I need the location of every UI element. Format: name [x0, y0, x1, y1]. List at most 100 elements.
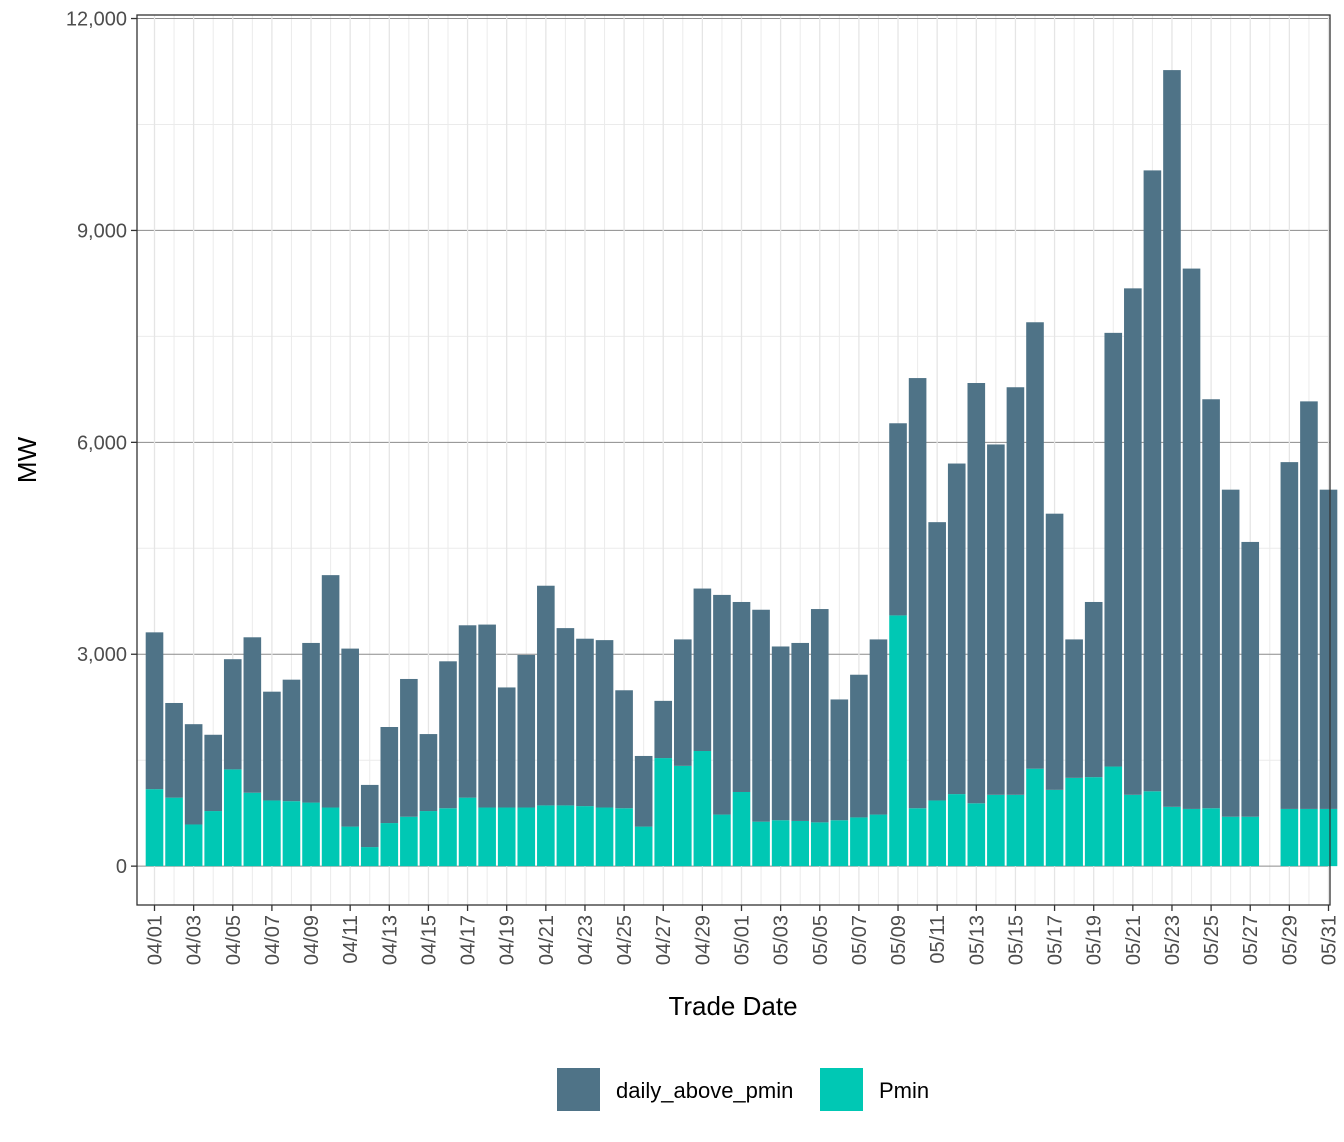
- x-tick-label: 05/09: [888, 915, 910, 965]
- bar-pmin: [791, 820, 810, 867]
- bar-daily-above-pmin: [1221, 489, 1240, 817]
- bar-pmin: [1124, 794, 1142, 867]
- legend-label-daily-above-pmin: daily_above_pmin: [616, 1078, 793, 1103]
- bar-pmin: [732, 791, 751, 867]
- bar-pmin: [889, 615, 907, 867]
- bar-daily-above-pmin: [634, 755, 653, 827]
- x-tick-label: 05/19: [1084, 915, 1106, 965]
- bar-daily-above-pmin: [223, 659, 242, 770]
- bar-pmin: [204, 811, 223, 867]
- bar-daily-above-pmin: [615, 690, 633, 809]
- bar-pmin: [869, 814, 888, 867]
- bar-daily-above-pmin: [419, 734, 438, 812]
- bar-daily-above-pmin: [1084, 601, 1103, 778]
- y-tick-label: 0: [116, 856, 127, 878]
- bar-daily-above-pmin: [673, 639, 692, 766]
- bar-pmin: [165, 797, 183, 867]
- bar-pmin: [1045, 789, 1064, 867]
- bar-pmin: [928, 800, 946, 867]
- bar-pmin: [360, 847, 379, 867]
- bar-pmin: [380, 823, 399, 867]
- y-axis-title: MW: [12, 436, 42, 483]
- bar-pmin: [1026, 768, 1044, 867]
- bar-daily-above-pmin: [360, 784, 379, 848]
- bar-daily-above-pmin: [282, 679, 301, 802]
- bar-daily-above-pmin: [928, 522, 946, 801]
- x-tick-label: 05/17: [1045, 915, 1067, 965]
- bar-daily-above-pmin: [556, 628, 575, 806]
- bar-pmin: [419, 811, 438, 867]
- bar-daily-above-pmin: [1182, 268, 1201, 809]
- y-tick-label: 3,000: [77, 644, 127, 666]
- bar-daily-above-pmin: [1104, 332, 1123, 767]
- bar-pmin: [1241, 816, 1260, 867]
- x-tick-label: 05/07: [849, 915, 871, 965]
- bar-daily-above-pmin: [517, 654, 536, 808]
- bar-pmin: [1300, 808, 1318, 867]
- bar-daily-above-pmin: [576, 638, 594, 807]
- x-tick-label: 04/29: [692, 915, 714, 965]
- bar-daily-above-pmin: [1163, 70, 1181, 807]
- x-axis-title: Trade Date: [668, 991, 797, 1021]
- bar-daily-above-pmin: [850, 674, 868, 818]
- bar-daily-above-pmin: [302, 642, 320, 803]
- bar-pmin: [263, 800, 281, 867]
- x-tick-label: 04/25: [614, 915, 636, 965]
- bar-pmin: [634, 826, 653, 867]
- bar-pmin: [1280, 808, 1299, 867]
- bar-pmin: [517, 807, 536, 867]
- x-tick-label: 05/21: [1123, 915, 1145, 965]
- bar-daily-above-pmin: [497, 687, 516, 808]
- bar-pmin: [673, 765, 692, 867]
- bar-daily-above-pmin: [771, 646, 790, 821]
- bar-pmin: [830, 820, 849, 867]
- legend: daily_above_pmin Pmin: [557, 1068, 929, 1111]
- bar-pmin: [302, 802, 320, 867]
- bar-pmin: [987, 794, 1005, 867]
- bar-daily-above-pmin: [458, 625, 477, 798]
- x-tick-label: 05/01: [732, 915, 754, 965]
- bar-pmin: [595, 807, 614, 867]
- legend-label-pmin: Pmin: [879, 1078, 929, 1103]
- bar-daily-above-pmin: [908, 378, 927, 809]
- bar-pmin: [967, 803, 986, 867]
- bar-daily-above-pmin: [889, 423, 907, 616]
- x-tick-label: 04/07: [262, 915, 284, 965]
- x-tick-label: 05/25: [1201, 915, 1223, 965]
- bar-daily-above-pmin: [1280, 462, 1299, 809]
- bar-pmin: [341, 826, 359, 867]
- bar-daily-above-pmin: [380, 727, 399, 824]
- bar-pmin: [458, 797, 477, 867]
- y-axis: 0 3,000 6,000 9,000 12,000: [66, 9, 137, 878]
- bar-pmin: [908, 808, 927, 867]
- x-tick-label: 05/31: [1319, 915, 1341, 965]
- bar-daily-above-pmin: [693, 588, 712, 752]
- bar-pmin: [321, 807, 340, 867]
- bar-daily-above-pmin: [341, 648, 359, 827]
- bar-pmin: [1143, 791, 1162, 867]
- bar-daily-above-pmin: [1202, 399, 1220, 809]
- bar-daily-above-pmin: [145, 632, 164, 790]
- bar-daily-above-pmin: [947, 463, 966, 795]
- bar-daily-above-pmin: [263, 691, 281, 801]
- x-tick-label: 04/27: [653, 915, 675, 965]
- legend-swatch-daily-above-pmin: [557, 1068, 600, 1111]
- x-tick-label: 04/11: [340, 915, 362, 964]
- bar-daily-above-pmin: [732, 601, 751, 792]
- bar-pmin: [947, 794, 966, 867]
- bar-daily-above-pmin: [1045, 513, 1064, 790]
- bar-pmin: [1006, 794, 1025, 867]
- plot-border: [136, 14, 1331, 906]
- bar-daily-above-pmin: [439, 661, 457, 809]
- bar-daily-above-pmin: [1241, 541, 1260, 817]
- bar-pmin: [145, 789, 164, 867]
- bar-daily-above-pmin: [478, 624, 496, 808]
- x-tick-label: 04/15: [418, 915, 440, 965]
- bar-pmin: [243, 792, 262, 867]
- bar-pmin: [850, 817, 868, 867]
- bar-daily-above-pmin: [1026, 322, 1044, 769]
- bar-pmin: [1104, 766, 1123, 867]
- bar-pmin: [184, 824, 203, 867]
- y-tick-label: 9,000: [77, 220, 127, 242]
- bar-pmin: [1084, 777, 1103, 867]
